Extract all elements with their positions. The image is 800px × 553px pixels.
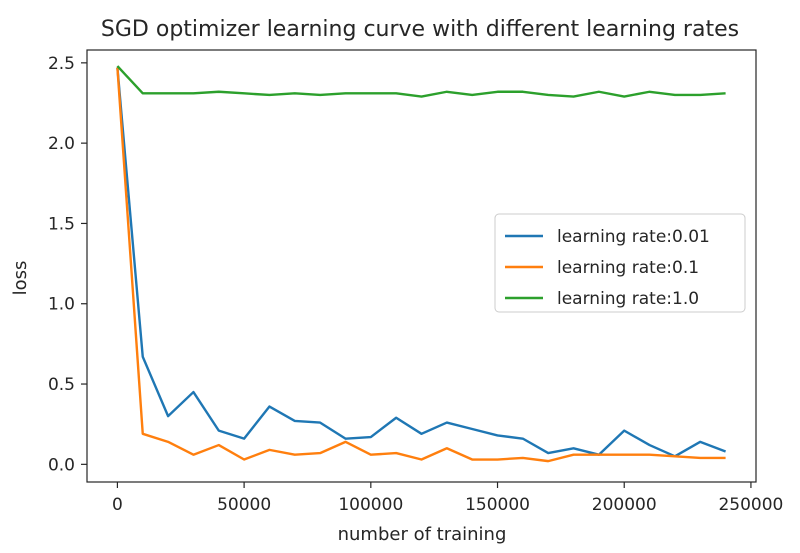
x-tick-label: 250000	[718, 495, 783, 515]
legend-label: learning rate:1.0	[557, 289, 699, 309]
y-tick-label: 2.0	[48, 134, 75, 154]
y-axis-label: loss	[10, 261, 31, 296]
x-tick-label: 0	[112, 495, 123, 515]
y-tick-label: 1.0	[48, 295, 75, 315]
y-tick-label: 0.0	[48, 455, 75, 475]
x-tick-label: 50000	[217, 495, 271, 515]
series-line-1	[116, 67, 726, 463]
legend-label: learning rate:0.1	[557, 258, 699, 278]
x-axis-label: number of training	[338, 524, 507, 545]
legend-frame	[494, 213, 746, 313]
series-line-0	[116, 67, 727, 458]
x-tick-label: 150000	[465, 495, 530, 515]
plot-area	[86, 49, 757, 483]
y-tick-label: 2.5	[48, 54, 75, 74]
series-lines	[116, 65, 727, 463]
axis-ticks: 0 50000 100000 150000 200000 250000 0.0 0.5 1.0 1…	[48, 54, 783, 515]
legend: learning rate:0.01 learning rate:0.1 learn…	[494, 213, 746, 313]
x-tick-label: 200000	[592, 495, 657, 515]
series-line-2	[116, 65, 726, 98]
legend-label: learning rate:0.01	[557, 227, 710, 247]
y-tick-label: 1.5	[48, 214, 75, 234]
y-tick-label: 0.5	[48, 375, 75, 395]
x-tick-label: 100000	[338, 495, 403, 515]
chart-title: SGD optimizer learning curve with differ…	[101, 17, 739, 42]
